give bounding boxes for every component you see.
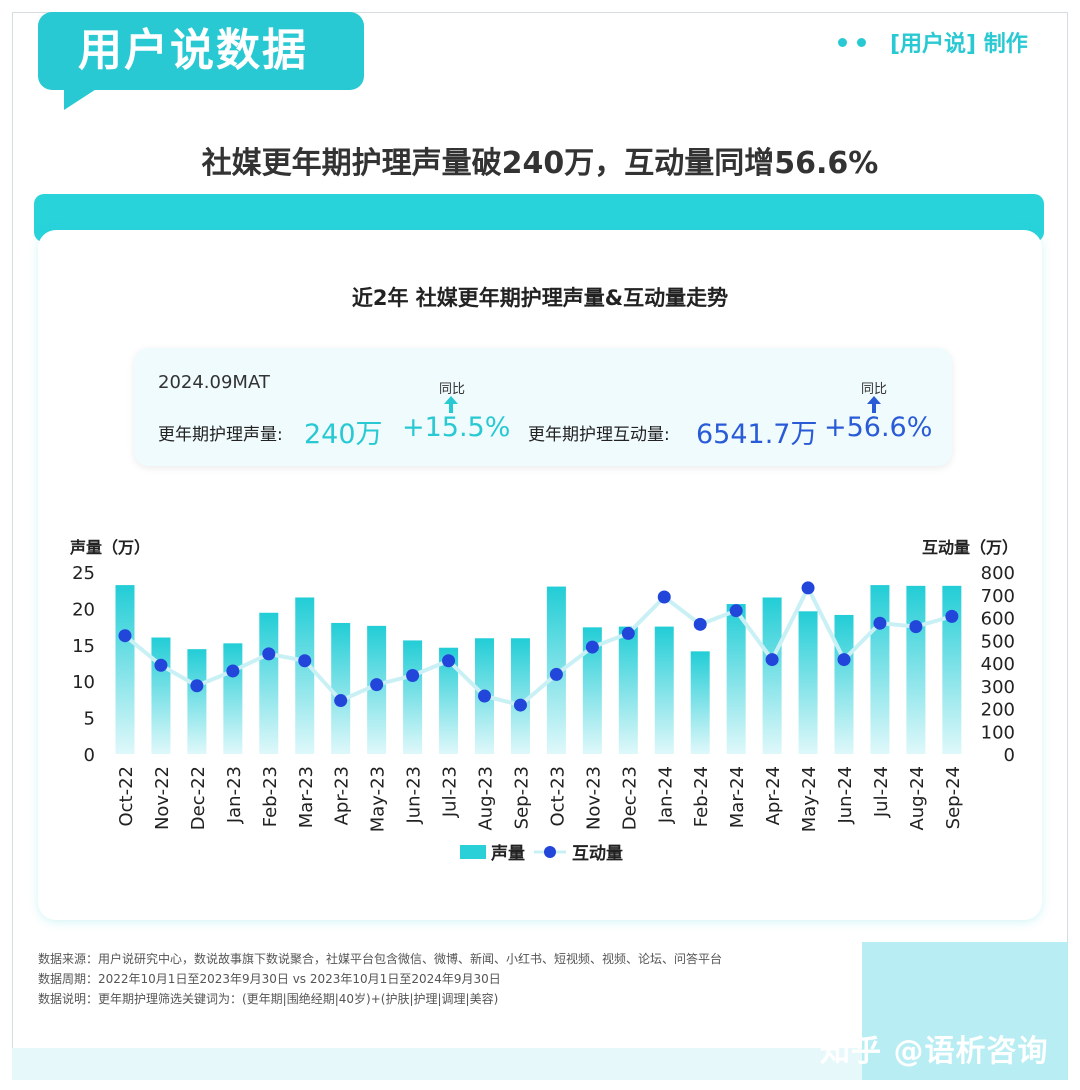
chart-card — [38, 230, 1042, 920]
zhihu-watermark: 知乎 @语析咨询 — [820, 1034, 1049, 1069]
brand-badge-tail — [64, 84, 104, 110]
bottom-corner-block — [862, 942, 1068, 1080]
dot-icon — [838, 37, 847, 47]
volume-value: 240万 — [304, 419, 383, 450]
footnote-keywords: 数据说明：更年期护理筛选关键词为：(更年期|围绝经期|40岁)+(护肤|护理|调… — [38, 992, 499, 1006]
chart-title: 近2年 社媒更年期护理声量&互动量走势 — [351, 286, 729, 310]
interaction-value: 6541.7万 — [696, 419, 818, 450]
brand-badge — [38, 12, 364, 90]
interaction-yoy-label: 同比 — [860, 382, 887, 397]
interaction-yoy: +56.6% — [824, 412, 933, 443]
kpi-period: 2024.09MAT — [158, 372, 270, 393]
maker-credit: [用户说] 制作 — [838, 26, 1048, 58]
footnote-source: 数据来源：用户说研究中心，数说故事旗下数说聚合，社媒平台包含微信、微博、新闻、小… — [38, 952, 723, 966]
up-arrow-icon — [444, 396, 458, 413]
footnote-period: 数据周期：2022年10月1日至2023年9月30日 vs 2023年10月1日… — [38, 972, 501, 986]
volume-yoy: +15.5% — [402, 412, 511, 443]
page-headline: 社媒更年期护理声量破240万，互动量同增56.6% — [201, 146, 879, 181]
volume-label: 更年期护理声量: — [158, 425, 283, 445]
maker-text: [用户说] 制作 — [890, 32, 1028, 57]
interaction-label: 更年期护理互动量: — [528, 425, 670, 445]
kpi-panel: 2024.09MAT 更年期护理声量: 240万 同比 +15.5% 更年期护理… — [134, 348, 952, 466]
up-arrow-icon — [867, 396, 881, 413]
dot-icon — [857, 37, 866, 47]
brand-badge-text: 用户说数据 — [78, 25, 308, 76]
volume-yoy-label: 同比 — [438, 382, 465, 397]
